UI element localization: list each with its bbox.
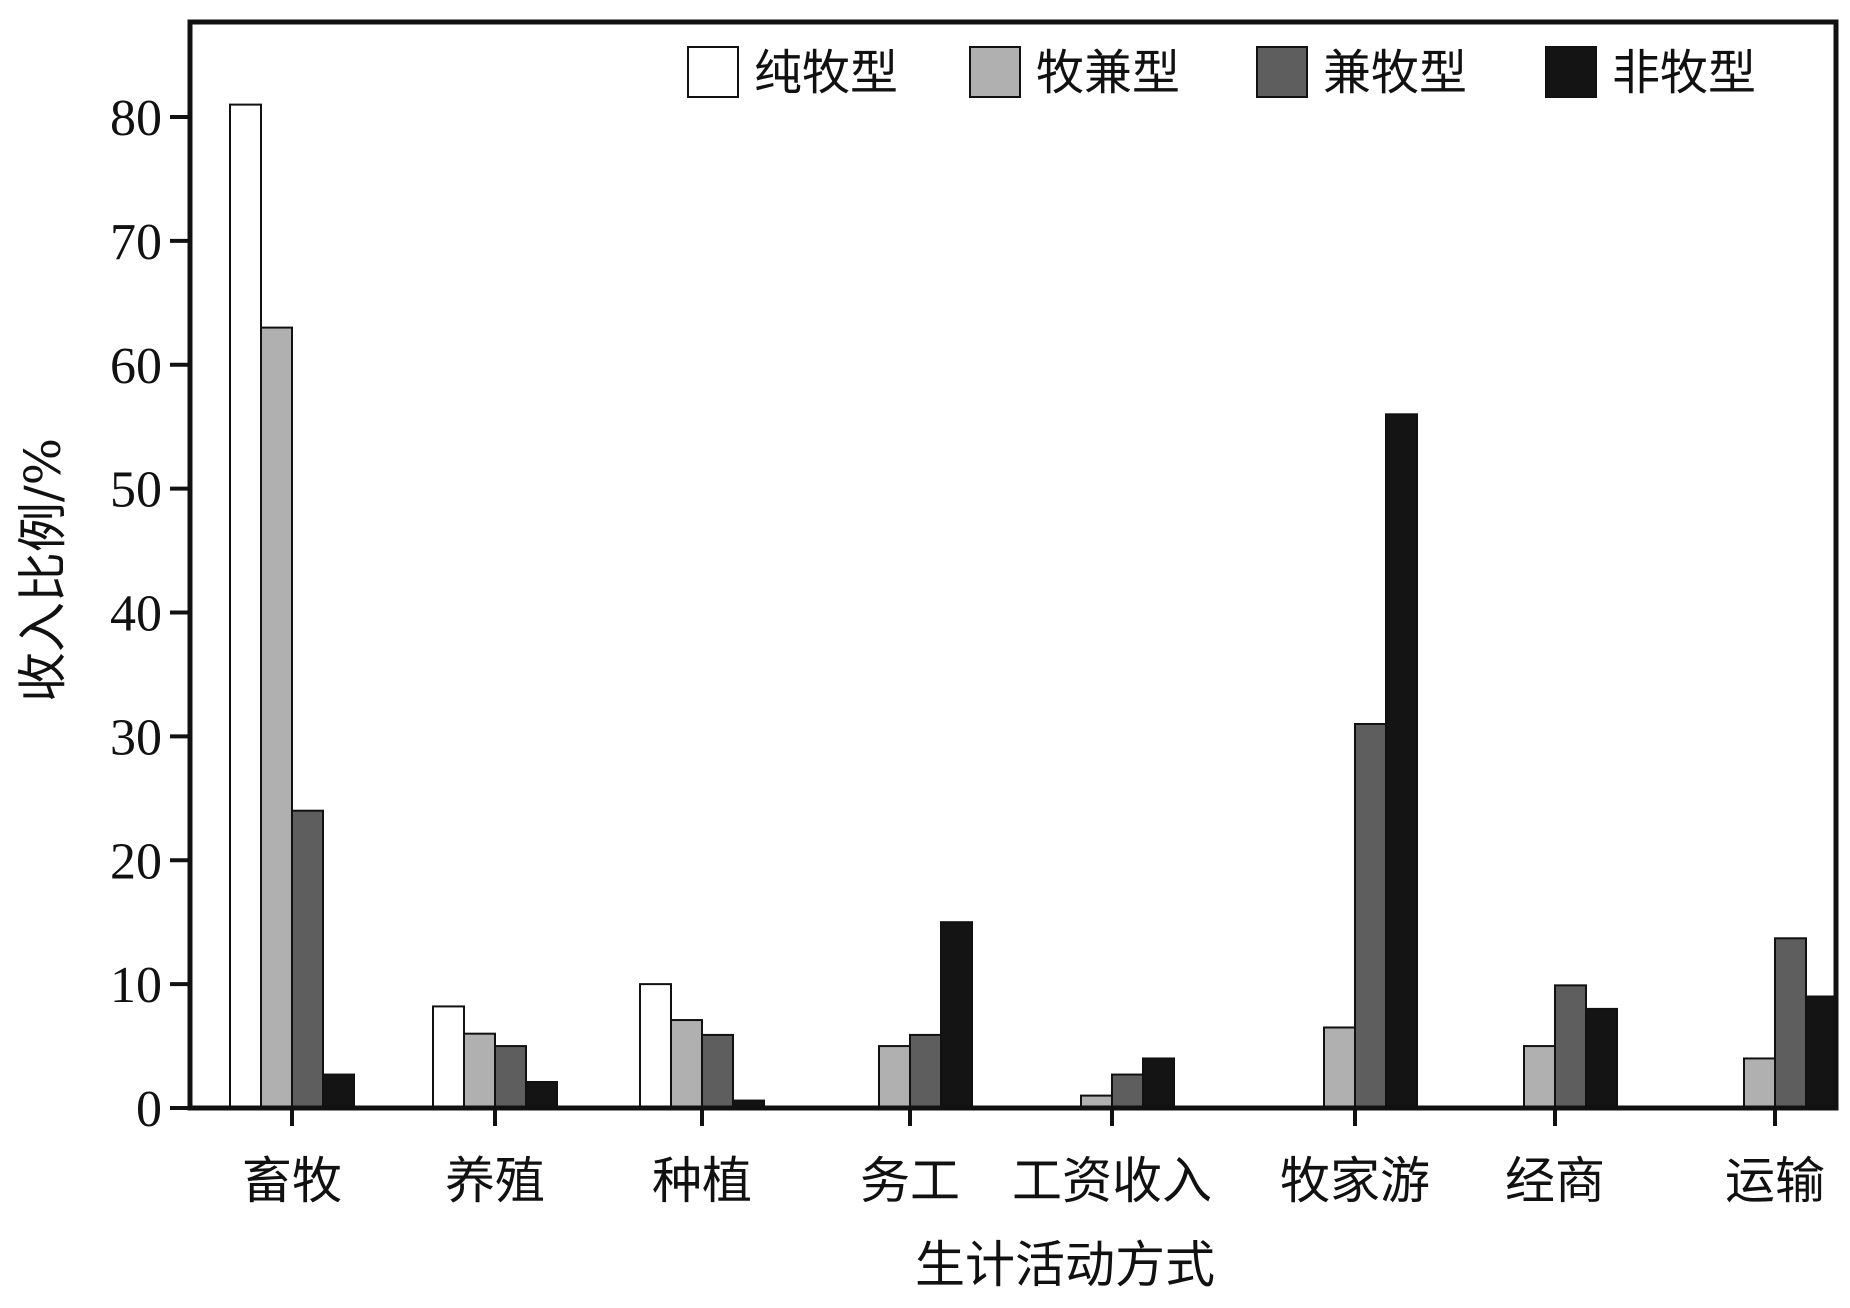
bar-0-0 xyxy=(229,103,262,1110)
bar-2-1 xyxy=(670,1019,703,1110)
y-tick-label-0: 0 xyxy=(136,1081,162,1138)
x-tick-label-3: 务工 xyxy=(860,1152,960,1210)
y-tick-label-2: 20 xyxy=(110,833,162,890)
y-tick-label-8: 80 xyxy=(110,90,162,147)
bar-6-3 xyxy=(1585,1007,1618,1110)
x-axis-title: 生计活动方式 xyxy=(915,1236,1215,1294)
legend-label-2: 兼牧型 xyxy=(1323,45,1467,101)
legend-swatch-3 xyxy=(1545,46,1597,98)
y-axis-title: 收入比例/% xyxy=(14,438,72,702)
x-tick-label-0: 畜牧 xyxy=(242,1152,342,1210)
x-tick-label-7: 运输 xyxy=(1725,1152,1825,1210)
bar-4-2 xyxy=(1111,1073,1144,1109)
bar-0-2 xyxy=(291,809,324,1109)
bar-7-3 xyxy=(1805,995,1838,1110)
y-tick-label-3: 30 xyxy=(110,709,162,766)
bar-2-2 xyxy=(701,1033,734,1109)
x-tick-label-6: 经商 xyxy=(1505,1152,1605,1210)
bar-5-3 xyxy=(1385,413,1418,1109)
legend-label-1: 牧兼型 xyxy=(1036,45,1180,101)
y-tick-label-4: 40 xyxy=(110,586,162,643)
x-tick-label-2: 种植 xyxy=(652,1152,752,1210)
bar-5-2 xyxy=(1354,722,1387,1109)
bar-3-3 xyxy=(940,921,973,1109)
bar-7-2 xyxy=(1774,937,1807,1110)
x-tick-label-5: 牧家游 xyxy=(1280,1152,1430,1210)
x-tick-label-4: 工资收入 xyxy=(1012,1152,1212,1210)
bar-2-0 xyxy=(639,983,672,1109)
legend-swatch-2 xyxy=(1256,46,1308,98)
legend-label-3: 非牧型 xyxy=(1612,45,1756,101)
legend-swatch-0 xyxy=(687,46,739,98)
y-tick-label-7: 70 xyxy=(110,214,162,271)
bar-3-2 xyxy=(909,1033,942,1109)
bar-0-3 xyxy=(322,1073,355,1109)
x-tick-label-1: 养殖 xyxy=(445,1152,545,1210)
y-tick-label-1: 10 xyxy=(110,957,162,1014)
bar-3-1 xyxy=(878,1045,911,1109)
bar-7-1 xyxy=(1743,1057,1776,1109)
legend: 纯牧型 牧兼型 兼牧型 非牧型 xyxy=(687,45,1756,101)
bars-layer xyxy=(229,103,1838,1110)
y-tick-label-5: 50 xyxy=(110,462,162,519)
bar-1-1 xyxy=(463,1032,496,1110)
bar-1-0 xyxy=(432,1005,465,1109)
bar-6-2 xyxy=(1554,984,1587,1110)
y-tick-label-6: 60 xyxy=(110,338,162,395)
bar-0-1 xyxy=(260,326,293,1109)
bar-1-3 xyxy=(525,1080,558,1109)
plot-frame xyxy=(187,19,1839,1111)
bar-4-3 xyxy=(1142,1057,1175,1109)
x-axis: 畜牧 养殖 种植 务工 工资收入 牧家游 经商 运输 xyxy=(242,1108,1825,1210)
legend-label-0: 纯牧型 xyxy=(754,45,898,101)
bar-1-2 xyxy=(494,1045,527,1109)
bar-5-1 xyxy=(1323,1026,1356,1109)
y-axis: 0 10 20 30 40 50 60 70 80 xyxy=(110,90,190,1138)
bar-6-1 xyxy=(1523,1045,1556,1109)
legend-swatch-1 xyxy=(969,46,1021,98)
